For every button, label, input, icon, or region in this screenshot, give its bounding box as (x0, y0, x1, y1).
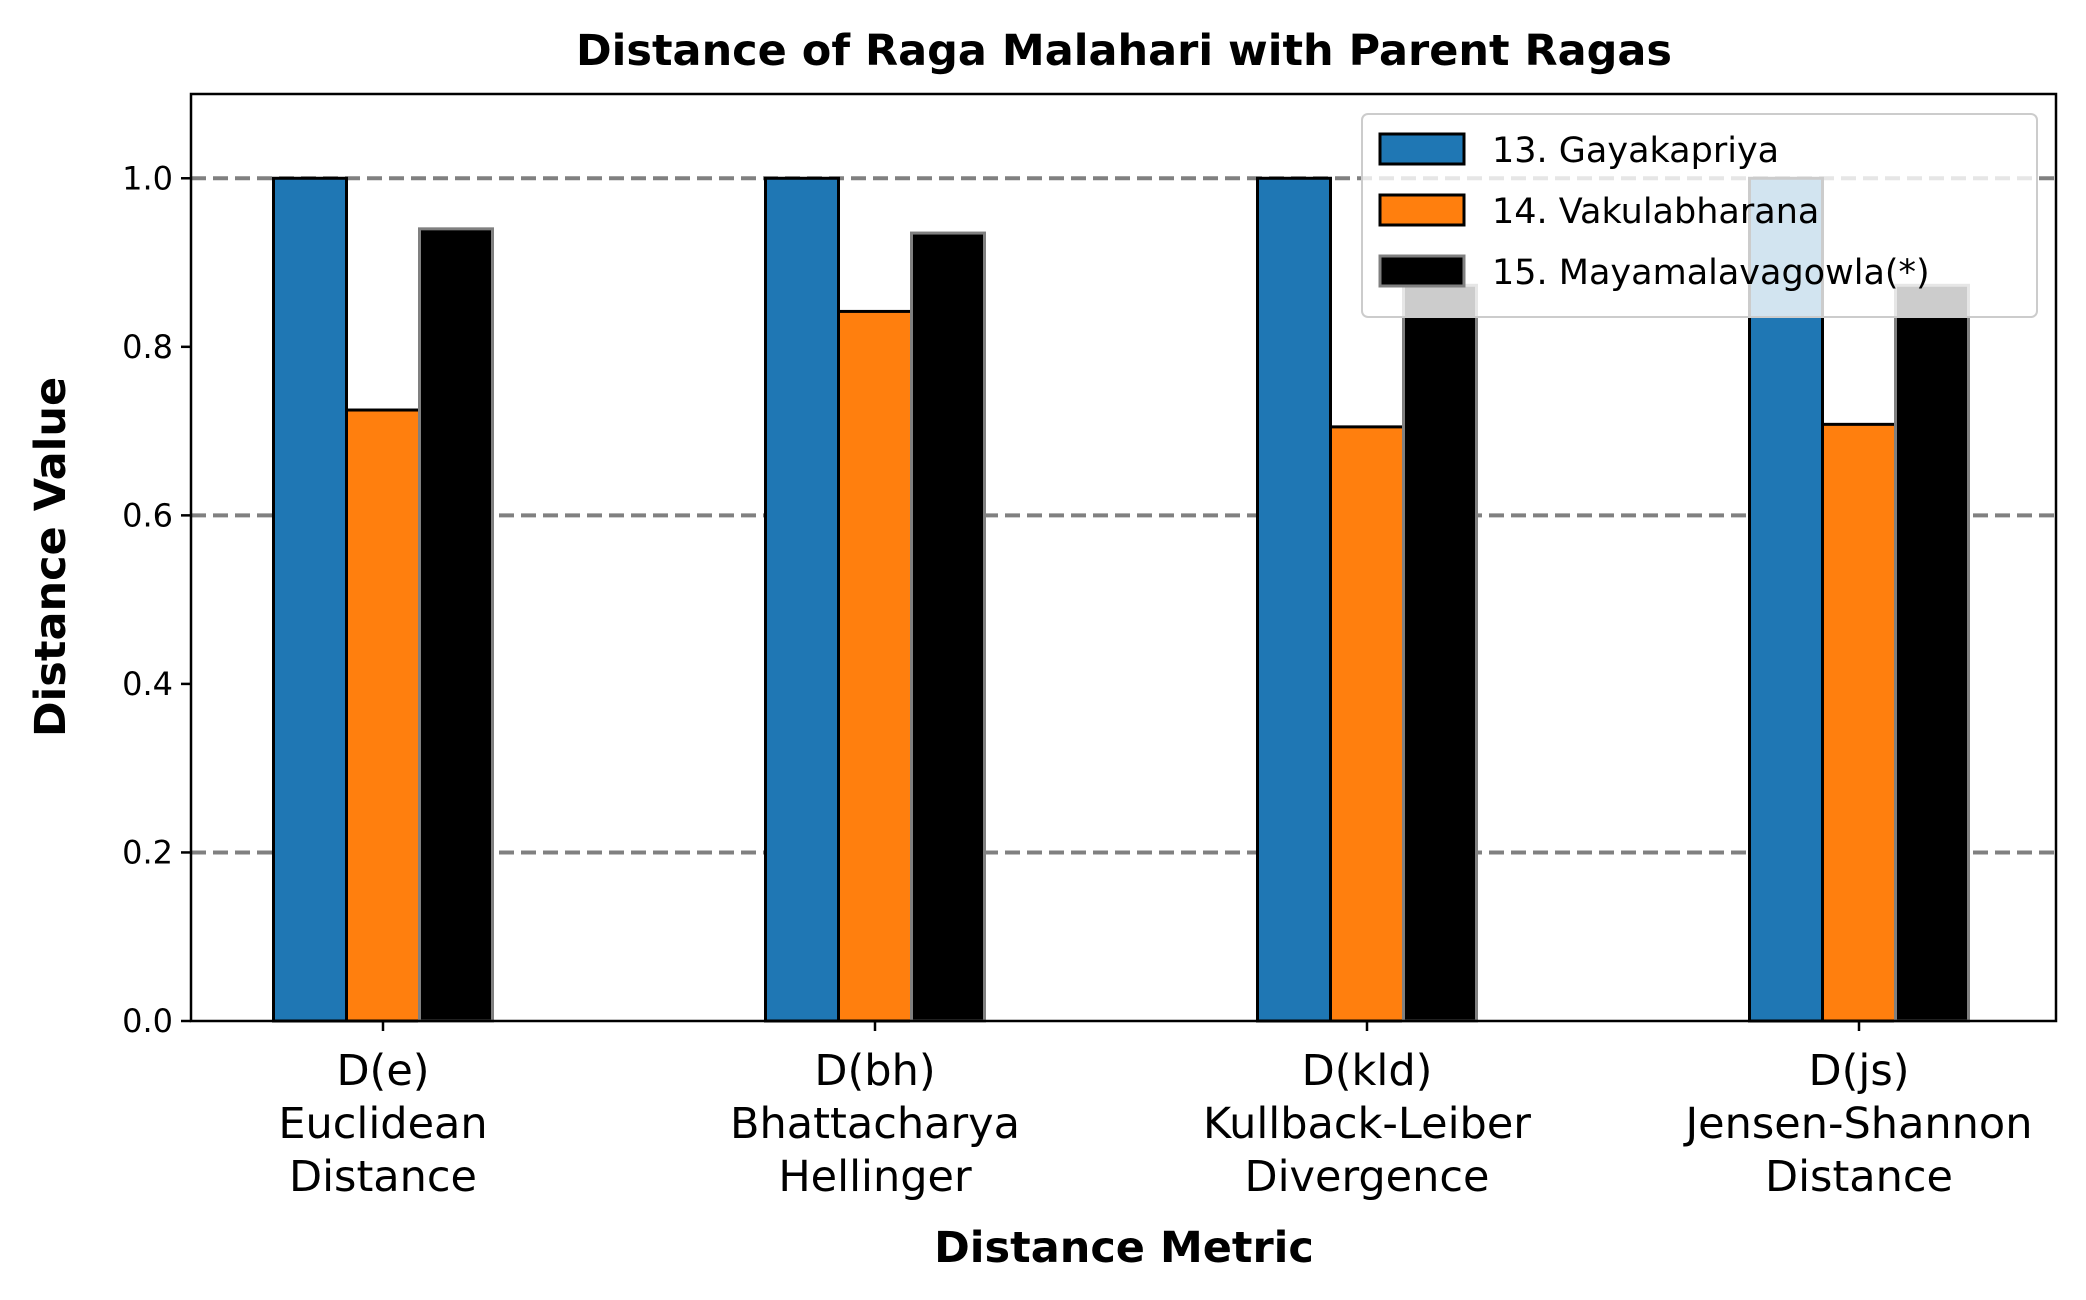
bar (837, 309, 913, 1023)
x-tick-label: Kullback-Leiber (1203, 1099, 1531, 1149)
bar (345, 408, 421, 1023)
x-tick-label: D(js) (1808, 1046, 1909, 1096)
bar (272, 176, 348, 1023)
x-tick-label: Euclidean (278, 1099, 487, 1149)
y-tick-label: 0.2 (122, 833, 173, 871)
chart-title: Distance of Raga Malahari with Parent Ra… (576, 26, 1672, 76)
y-tick-label: 1.0 (122, 159, 173, 197)
x-tick-label: Divergence (1245, 1152, 1490, 1202)
x-tick-label: D(e) (336, 1046, 429, 1096)
x-tick-label: Bhattacharya (730, 1099, 1020, 1149)
y-tick-label: 0.8 (122, 328, 173, 366)
bar (1329, 425, 1405, 1023)
bar (1256, 176, 1332, 1023)
bar (1821, 422, 1897, 1023)
x-tick-label: D(kld) (1302, 1046, 1433, 1096)
legend-label: 13. Gayakapriya (1492, 131, 1779, 171)
legend: 13. Gayakapriya 14. Vakulabharana 15. Maya… (1361, 113, 2038, 318)
bar (1894, 283, 1970, 1023)
x-tick-label: Jensen-Shannon (1683, 1099, 2033, 1149)
legend-swatch (1378, 132, 1466, 166)
x-tick-label: Hellinger (778, 1152, 972, 1202)
axes: 0.00.20.40.60.81.0D(e)EuclideanDistanceD… (122, 92, 2058, 1202)
bar (1402, 283, 1478, 1023)
x-tick-label: Distance (289, 1152, 477, 1202)
legend-label: 14. Vakulabharana (1492, 192, 1819, 232)
legend-swatch (1378, 254, 1466, 288)
legend-box (1361, 113, 2038, 318)
bar (910, 231, 986, 1023)
bar (764, 176, 840, 1023)
legend-label: 15. Mayamalavagowla(*) (1492, 253, 1930, 293)
x-tick-label: Distance (1765, 1152, 1953, 1202)
y-axis-label: Distance Value (26, 377, 76, 737)
y-tick-label: 0.6 (122, 496, 173, 534)
plot-frame (189, 92, 2058, 1023)
legend-swatch (1378, 193, 1466, 227)
bars (272, 176, 1970, 1023)
x-tick-label: D(bh) (814, 1046, 935, 1096)
bar (418, 227, 494, 1023)
y-tick-label: 0.0 (122, 1002, 173, 1040)
y-tick-label: 0.4 (122, 665, 173, 703)
x-axis-label: Distance Metric (934, 1223, 1314, 1273)
